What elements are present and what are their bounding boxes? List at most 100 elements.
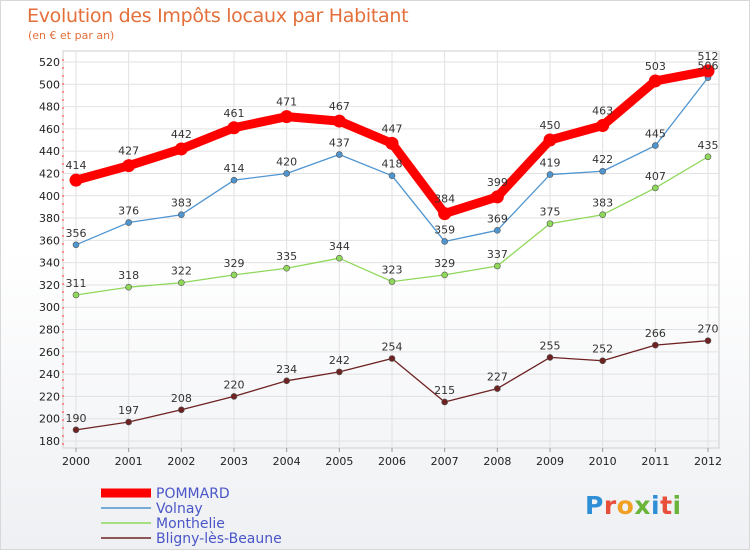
data-point: [178, 406, 185, 414]
data-label: 254: [382, 341, 403, 354]
data-point: [388, 278, 396, 285]
data-label: 375: [540, 206, 561, 219]
data-point: [599, 211, 606, 219]
data-label: 383: [592, 197, 613, 210]
data-label: 461: [224, 107, 245, 120]
plot-area: [62, 50, 720, 449]
data-point: [599, 167, 606, 175]
data-point: [652, 184, 659, 192]
y-tick-label: 300: [39, 301, 60, 314]
data-label: 467: [329, 100, 350, 113]
data-label: 311: [66, 277, 87, 290]
x-tick-label: 2006: [378, 455, 406, 468]
data-point: [336, 254, 343, 262]
data-point: [546, 171, 554, 178]
data-label: 445: [645, 128, 666, 141]
legend-label: Bligny-lès-Beaune: [156, 531, 282, 547]
data-label: 503: [645, 60, 666, 73]
data-point: [388, 355, 396, 362]
data-point: [441, 271, 448, 279]
data-label: 318: [118, 269, 139, 282]
data-point: [283, 170, 290, 177]
data-label: 190: [66, 412, 87, 425]
data-label: 252: [592, 343, 613, 356]
y-tick-label: 200: [39, 413, 60, 426]
y-tick-label: 440: [39, 145, 60, 158]
data-point: [125, 283, 132, 291]
x-tick-label: 2009: [536, 455, 564, 468]
data-label: 255: [540, 339, 561, 352]
data-label: 383: [171, 197, 192, 210]
data-label: 266: [645, 327, 666, 340]
data-point: [332, 114, 346, 128]
data-label: 329: [434, 257, 455, 270]
data-label: 435: [698, 139, 719, 152]
data-point: [125, 418, 132, 426]
data-point: [72, 426, 80, 434]
data-label: 369: [487, 212, 508, 225]
y-tick-label: 320: [39, 279, 60, 292]
data-point: [546, 220, 554, 227]
data-label: 376: [118, 205, 139, 218]
data-label: 234: [276, 363, 297, 376]
data-point: [178, 279, 185, 287]
y-tick-label: 340: [39, 257, 60, 270]
y-tick-label: 280: [39, 324, 60, 337]
data-point: [280, 110, 294, 124]
data-label: 419: [540, 157, 561, 170]
data-point: [701, 64, 715, 78]
data-label: 427: [118, 145, 139, 158]
data-point: [652, 142, 659, 149]
data-label: 344: [329, 240, 350, 253]
y-tick-label: 260: [39, 346, 60, 359]
data-label: 463: [592, 105, 613, 118]
data-label: 442: [171, 128, 192, 141]
x-tick-label: 2012: [694, 455, 722, 468]
data-point: [336, 151, 343, 158]
x-tick-label: 2005: [325, 455, 353, 468]
data-label: 208: [171, 392, 192, 405]
y-tick-label: 220: [39, 390, 60, 403]
data-label: 322: [171, 265, 192, 278]
data-point: [704, 153, 712, 161]
x-tick-label: 2001: [115, 455, 143, 468]
y-tick-label: 360: [39, 234, 60, 247]
y-tick-label: 420: [39, 167, 60, 180]
data-point: [596, 119, 610, 133]
x-tick-label: 2003: [220, 455, 248, 468]
chart-subtitle: (en € et par an): [28, 29, 115, 42]
data-point: [490, 190, 504, 204]
x-tick-label: 2010: [589, 455, 617, 468]
y-tick-label: 480: [39, 101, 60, 114]
data-point: [227, 121, 241, 135]
data-label: 220: [224, 378, 245, 391]
y-tick-label: 180: [39, 435, 60, 448]
data-point: [648, 74, 662, 88]
data-point: [704, 337, 712, 344]
data-point: [230, 271, 238, 279]
data-label: 384: [434, 193, 455, 206]
data-label: 356: [66, 227, 87, 240]
data-point: [494, 385, 501, 392]
data-label: 450: [540, 119, 561, 132]
data-point: [72, 241, 80, 249]
data-label: 407: [645, 170, 666, 183]
legend-label: Monthelie: [156, 516, 225, 532]
y-tick-label: 460: [39, 123, 60, 136]
data-label: 414: [66, 159, 87, 172]
data-label: 447: [382, 122, 403, 135]
y-tick-label: 500: [39, 78, 60, 91]
data-point: [441, 238, 448, 245]
x-tick-label: 2008: [483, 455, 511, 468]
data-label: 422: [592, 153, 613, 166]
data-point: [72, 291, 80, 299]
data-label: 335: [276, 250, 297, 263]
data-label: 323: [382, 264, 403, 277]
data-label: 359: [434, 223, 455, 236]
legend-label: Volnay: [156, 501, 203, 517]
data-point: [438, 207, 452, 221]
data-point: [283, 377, 290, 385]
data-label: 512: [698, 50, 719, 63]
